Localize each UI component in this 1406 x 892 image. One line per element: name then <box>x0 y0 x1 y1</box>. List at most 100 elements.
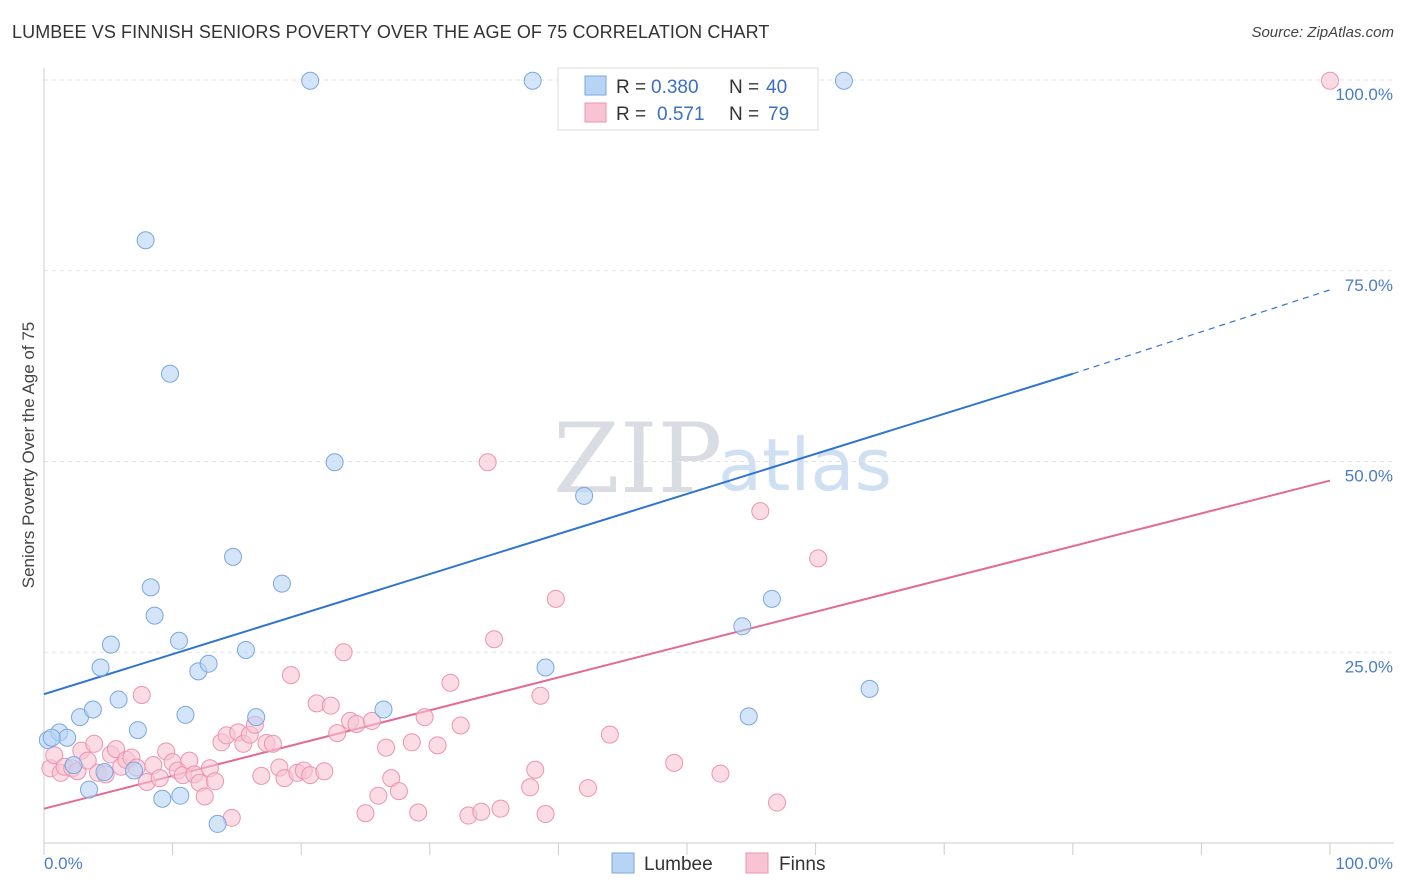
lumbee-point-36 <box>762 589 781 608</box>
finns-point-76 <box>578 779 597 798</box>
finns-r-value: 0.571 <box>657 104 705 125</box>
finns-point-77 <box>600 725 619 744</box>
legend-lumbee-label: Lumbee <box>644 854 713 875</box>
stats-legend: R = 0.380 N = 40 R = 0.571 N = 79 <box>557 67 819 131</box>
finns-point-71 <box>521 778 540 797</box>
lumbee-point-11 <box>128 721 147 740</box>
lumbee-point-13 <box>136 231 155 250</box>
finns-point-72 <box>526 760 545 779</box>
lumbee-point-6 <box>83 700 102 719</box>
lumbee-n-value: 40 <box>766 77 787 98</box>
lumbee-point-14 <box>141 578 160 597</box>
finns-point-20 <box>150 769 169 788</box>
lumbee-r-value: 0.380 <box>651 77 699 98</box>
lumbee-point-29 <box>325 453 344 472</box>
finns-point-62 <box>415 708 434 727</box>
scatter-points <box>38 71 1339 833</box>
finns-point-79 <box>711 764 730 783</box>
finns-point-64 <box>441 673 460 692</box>
finns-point-63 <box>428 736 447 755</box>
finns-point-78 <box>665 753 684 772</box>
lumbee-trend-line <box>43 372 1074 696</box>
lumbee-point-27 <box>272 574 291 593</box>
finns-point-67 <box>472 802 491 821</box>
x-tick-label-min: 0.0% <box>44 854 83 873</box>
finns-point-59 <box>389 782 408 801</box>
lumbee-point-33 <box>575 486 594 505</box>
finns-point-70 <box>491 799 510 818</box>
x-tick-label-max: 100.0% <box>1335 854 1393 873</box>
lumbee-point-37 <box>834 71 853 90</box>
y-tick-label-50: 50.0% <box>1345 467 1393 486</box>
lumbee-point-5 <box>80 780 99 799</box>
y-tick-label-75: 75.0% <box>1345 276 1393 295</box>
legend-finns-swatch <box>745 852 769 874</box>
finns-point-30 <box>206 772 225 791</box>
y-axis-label: Seniors Poverty Over the Age of 75 <box>19 322 38 588</box>
lumbee-point-15 <box>145 606 164 625</box>
finns-point-55 <box>362 711 381 730</box>
finns-point-82 <box>809 549 828 568</box>
finns-point-43 <box>281 666 300 685</box>
lumbee-point-7 <box>91 658 110 677</box>
finns-point-56 <box>369 786 388 805</box>
y-tick-label-25: 25.0% <box>1345 657 1393 676</box>
legend-finns-label: Finns <box>779 854 825 875</box>
finns-point-53 <box>347 714 366 733</box>
finns-point-61 <box>409 803 428 822</box>
lumbee-point-25 <box>236 640 255 659</box>
lumbee-point-31 <box>523 71 542 90</box>
finns-point-50 <box>328 724 347 743</box>
finns-point-83 <box>1321 71 1339 90</box>
lumbee-point-20 <box>176 705 195 724</box>
lumbee-point-32 <box>536 658 555 677</box>
finns-point-80 <box>751 502 770 521</box>
finns-point-48 <box>315 762 334 781</box>
lumbee-trend-extension <box>1072 289 1331 375</box>
finns-point-65 <box>451 716 470 735</box>
finns-point-17 <box>132 685 151 704</box>
lumbee-point-8 <box>95 763 114 782</box>
lumbee-point-2 <box>58 728 77 747</box>
lumbee-point-10 <box>109 690 128 709</box>
lumbee-point-26 <box>247 708 266 727</box>
finns-point-60 <box>402 733 421 752</box>
lumbee-point-12 <box>125 761 144 780</box>
lumbee-point-24 <box>224 547 243 566</box>
lumbee-point-39 <box>42 728 61 747</box>
lumbee-swatch <box>584 75 607 96</box>
axes: 25.0% 50.0% 75.0% 100.0% 0.0% 100.0% <box>43 68 1394 873</box>
lumbee-r-label: R = <box>616 77 646 98</box>
finns-point-57 <box>377 738 396 757</box>
source-credit: Source: ZipAtlas.com <box>1251 24 1394 41</box>
finns-point-8 <box>85 734 104 753</box>
finns-trend-line <box>43 479 1331 810</box>
finns-point-51 <box>334 643 353 662</box>
watermark-atlas: atlas <box>718 423 892 507</box>
lumbee-point-28 <box>301 71 320 90</box>
finns-swatch <box>584 102 607 123</box>
finns-point-49 <box>321 696 340 715</box>
lumbee-point-38 <box>860 679 879 698</box>
lumbee-point-9 <box>101 635 120 654</box>
lumbee-point-18 <box>170 631 189 650</box>
finns-point-38 <box>252 766 271 785</box>
finns-point-28 <box>195 787 214 806</box>
finns-point-75 <box>546 589 565 608</box>
chart-title: LUMBEE VS FINNISH SENIORS POVERTY OVER T… <box>12 22 770 42</box>
finns-point-54 <box>356 804 375 823</box>
finns-r-label: R = <box>616 104 646 125</box>
finns-n-value: 79 <box>768 104 789 125</box>
gridlines <box>44 79 1394 653</box>
trend-lines <box>43 289 1331 810</box>
finns-point-69 <box>485 630 504 649</box>
finns-point-1 <box>45 746 64 765</box>
lumbee-point-16 <box>153 789 172 808</box>
series-legend: Lumbee Finns <box>611 852 825 875</box>
finns-n-label: N = <box>729 104 759 125</box>
lumbee-point-34 <box>733 617 752 636</box>
lumbee-point-23 <box>208 814 227 833</box>
finns-point-73 <box>531 686 550 705</box>
finns-point-68 <box>478 453 497 472</box>
